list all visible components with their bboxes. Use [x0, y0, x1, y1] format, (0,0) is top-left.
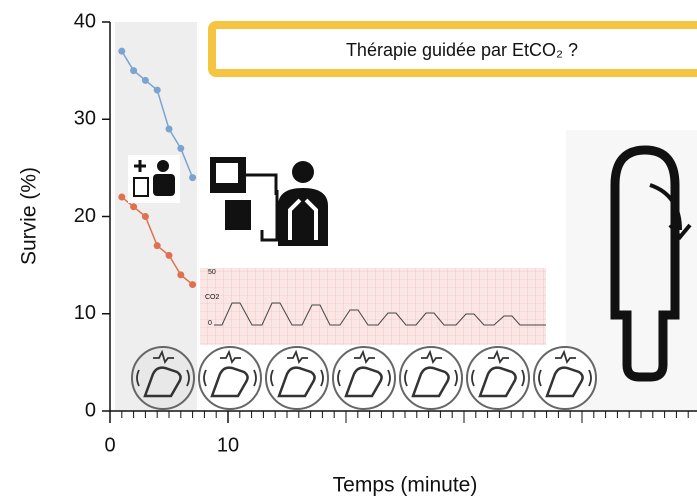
data-point: [118, 194, 125, 201]
data-point: [142, 77, 149, 84]
capnogram: 50 CO2 0: [200, 268, 546, 345]
capno-label: CO2: [205, 294, 220, 301]
capno-label: 0: [208, 320, 212, 327]
data-point: [130, 67, 137, 74]
chart: 0 10 20 30 40 0 10 Temps (minute) Survie (%) Thé…: [0, 0, 697, 499]
cpr-icons: [132, 347, 596, 409]
y-tick-label: 20: [74, 205, 96, 227]
y-tick-label: 10: [74, 302, 96, 324]
y-tick-label: 0: [85, 399, 96, 421]
data-point: [154, 242, 161, 249]
data-point: [142, 213, 149, 220]
data-point: [166, 125, 173, 132]
data-point: [189, 174, 196, 181]
x-tick-label: 0: [104, 434, 115, 456]
y-tick-label: 30: [74, 108, 96, 130]
capno-label: 50: [208, 269, 216, 276]
data-point: [118, 48, 125, 55]
data-point: [189, 281, 196, 288]
data-point: [177, 271, 184, 278]
ventilator-icon: [200, 145, 342, 250]
chart-title: Thérapie guidée par EtCO₂ ?: [346, 40, 578, 60]
data-point: [166, 252, 173, 259]
y-axis-label: Survie (%): [18, 167, 41, 265]
data-point: [177, 145, 184, 152]
x-tick-label: 10: [217, 434, 239, 456]
team-icon: [128, 155, 180, 203]
data-point: [154, 87, 161, 94]
y-tick-label: 40: [74, 10, 96, 32]
x-axis-label: Temps (minute): [333, 474, 478, 497]
data-point: [130, 203, 137, 210]
